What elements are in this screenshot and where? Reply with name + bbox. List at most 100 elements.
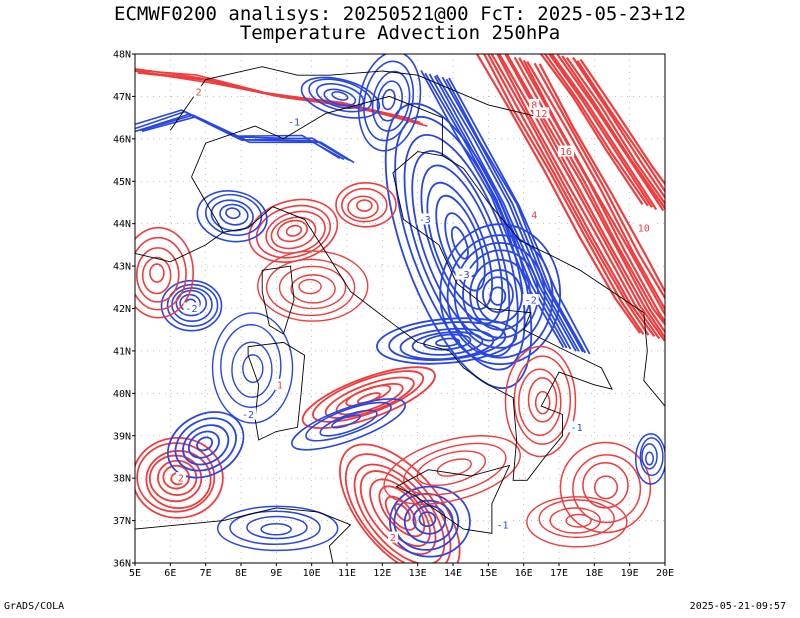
contour-label: 8: [531, 100, 537, 111]
coastline: [191, 151, 613, 481]
warm-contour: [534, 390, 551, 415]
cold-contour: [182, 424, 230, 466]
warm-contour: [285, 224, 303, 237]
warm-contour: [475, 54, 641, 334]
warm-contour: [579, 58, 665, 186]
cold-contour: [448, 77, 591, 355]
cold-contour: [358, 54, 422, 152]
warm-contour: [416, 450, 487, 487]
cold-contour: [389, 485, 471, 558]
contour-label-bg: [274, 378, 285, 390]
warm-contour: [135, 247, 180, 303]
render-timestamp: 2025-05-21-09:57: [689, 601, 786, 612]
cold-contour: [394, 115, 526, 371]
warm-contour: [486, 54, 650, 336]
coastlines: [135, 66, 665, 563]
warm-contour: [255, 204, 332, 259]
warm-contour: [572, 56, 665, 200]
contour-label-bg: [533, 107, 550, 119]
cold-contour: [246, 515, 308, 540]
lon-tick-label: 18E: [585, 568, 603, 579]
warm-contour: [145, 450, 212, 509]
lon-tick-label: 17E: [550, 568, 568, 579]
cold-contour: [634, 433, 665, 485]
lon-tick-label: 19E: [621, 568, 639, 579]
cold-contour: [187, 430, 220, 459]
lat-tick-label: 42N: [113, 304, 131, 315]
warm-contour: [278, 265, 347, 310]
coastline: [135, 231, 224, 263]
contour-label-bg: [558, 145, 575, 157]
cold-contour: [641, 443, 658, 470]
warm-contour: [518, 368, 562, 437]
lat-tick-label: 41N: [113, 346, 131, 357]
contour-label: -1: [496, 520, 508, 531]
map-title-line-2: Temperature Advection 250hPa: [239, 22, 561, 44]
warm-contour: [135, 436, 224, 519]
warm-contour: [539, 54, 644, 206]
contour-label-bg: [529, 98, 540, 110]
warm-contour: [141, 256, 172, 295]
cold-contour: [453, 242, 546, 349]
cold-contour: [291, 398, 406, 451]
cold-contour: [384, 102, 533, 390]
contour-label: 16: [560, 147, 572, 158]
cold-contour: [300, 76, 381, 119]
cold-contour: [445, 78, 586, 354]
contour-label-bg: [455, 268, 472, 280]
contour-label: 10: [638, 223, 650, 234]
lon-tick-label: 20E: [656, 568, 674, 579]
cold-contour: [319, 409, 378, 437]
cold-contour: [323, 88, 357, 107]
lat-tick-label: 44N: [113, 219, 131, 230]
warm-contour: [290, 274, 336, 304]
warm-contour: [533, 62, 665, 301]
cold-contour: [418, 511, 437, 528]
coastline: [135, 507, 352, 563]
warm-contour: [136, 442, 216, 513]
warm-contour: [538, 499, 615, 539]
lon-tick-label: 5E: [129, 568, 141, 579]
lon-tick-label: 14E: [444, 568, 462, 579]
warm-contour: [257, 250, 369, 322]
coastline: [169, 66, 542, 131]
warm-contour: [149, 263, 165, 283]
lon-tick-label: 10E: [303, 568, 321, 579]
cold-contour: [174, 417, 237, 472]
contour-label-bg: [387, 531, 398, 543]
lon-tick-label: 6E: [164, 568, 176, 579]
warm-contour: [572, 454, 642, 524]
warm-contour: [384, 495, 417, 531]
warm-contour: [270, 216, 317, 250]
lat-tick-label: 45N: [113, 177, 131, 188]
contour-label: -1: [288, 117, 300, 128]
warm-contour: [276, 219, 308, 243]
cold-contour: [645, 451, 655, 466]
cold-contour: [225, 207, 241, 220]
cold-contour: [204, 193, 263, 237]
warm-contour: [353, 463, 446, 563]
warm-contour: [543, 54, 649, 207]
contour-label-bg: [635, 221, 652, 233]
contour-label-bg: [175, 472, 186, 484]
contour-label: 2: [196, 88, 202, 99]
lat-tick-label: 48N: [113, 50, 131, 61]
warm-contour: [497, 54, 665, 342]
cold-contour: [167, 411, 245, 479]
contour-label: 4: [531, 211, 537, 222]
cold-contour: [211, 312, 294, 424]
lat-tick-label: 40N: [113, 389, 131, 400]
software-credit: GrADS/COLA: [4, 601, 65, 612]
warm-contour: [547, 54, 653, 208]
coastline: [395, 464, 511, 534]
warm-contour: [383, 435, 521, 505]
warm-contour: [312, 370, 425, 423]
warm-contour: [359, 470, 437, 556]
warm-contour: [522, 59, 665, 317]
warm-contour: [490, 54, 656, 337]
lat-tick-label: 37N: [113, 516, 131, 527]
lon-tick-label: 12E: [373, 568, 391, 579]
contour-label-bg: [529, 209, 540, 221]
cold-contour: [305, 401, 392, 442]
